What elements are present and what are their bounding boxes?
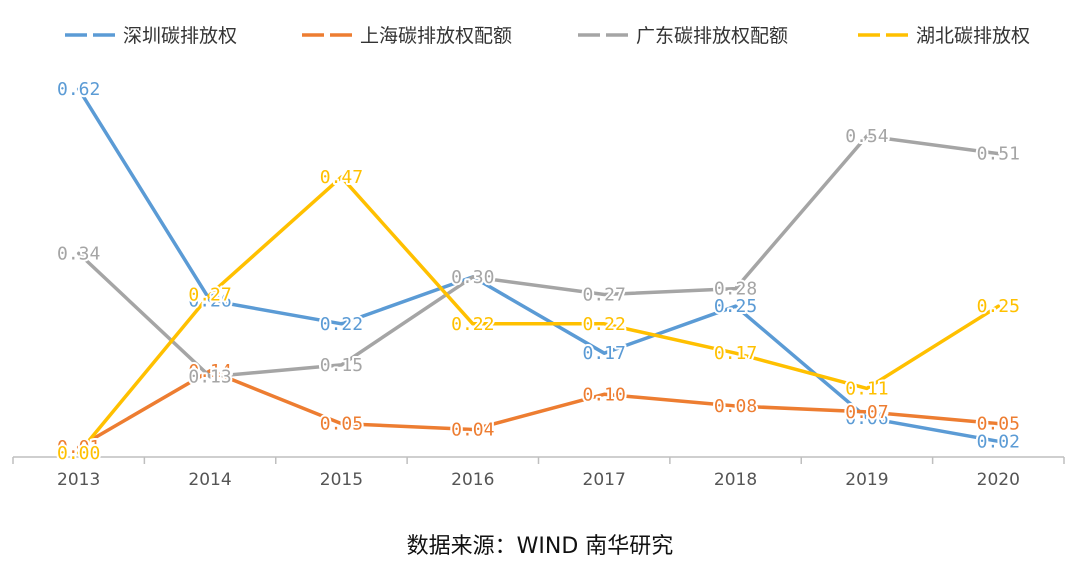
data-label-2-5: 0.28	[714, 279, 757, 300]
data-label-0-1: 0.26	[188, 290, 231, 311]
data-label-3-7: 0.25	[977, 296, 1020, 317]
data-label-0-0: 0.62	[57, 79, 100, 100]
data-label-0-4: 0.17	[583, 343, 626, 364]
data-label-2-6: 0.54	[845, 126, 888, 147]
data-label-1-7: 0.05	[977, 414, 1020, 435]
data-label-2-2: 0.15	[320, 355, 363, 376]
series-line-1	[76, 369, 1001, 449]
data-label-3-1: 0.27	[188, 284, 231, 305]
data-label-3-0: 0.00	[57, 443, 100, 464]
data-label-1-6: 0.07	[845, 402, 888, 423]
x-tick-label-2016: 2016	[451, 470, 494, 490]
data-label-0-3: 0.30	[451, 267, 494, 288]
data-labels: 0.62 0.26 0.22 0.30 0.17 0.25 0.06 0.02 0.01 0.14…	[55, 77, 1022, 466]
data-label-2-0: 0.34	[57, 243, 100, 264]
x-tick-label-2018: 2018	[714, 470, 757, 490]
legend-label-0: 深圳碳排放权	[123, 25, 237, 47]
data-label-3-6: 0.11	[845, 378, 888, 399]
chart-legend: 深圳碳排放权 上海碳排放权配额 广东碳排放权配额 湖北碳排放权	[65, 25, 1030, 47]
data-label-1-2: 0.05	[320, 414, 363, 435]
data-label-2-1: 0.13	[188, 367, 231, 388]
x-tick-label-2015: 2015	[320, 470, 363, 490]
x-tick-label-2014: 2014	[188, 470, 231, 490]
data-label-0-5: 0.25	[714, 296, 757, 317]
line-chart: 深圳碳排放权 上海碳排放权配额 广东碳排放权配额 湖北碳排放权 2013 2014 201…	[12, 25, 1065, 490]
series-line-2	[76, 134, 1001, 379]
series-line-3	[76, 175, 1001, 455]
data-label-1-0: 0.01	[57, 437, 100, 458]
x-axis: 2013 2014 2015 2016 2017 2018 2019 2020	[12, 456, 1065, 490]
legend-label-1: 上海碳排放权配额	[360, 25, 512, 47]
data-label-3-5: 0.17	[714, 343, 757, 364]
series-line-0	[76, 87, 1001, 444]
series-lines	[76, 87, 1001, 455]
source-note: 数据来源：WIND 南华研究	[406, 534, 674, 559]
data-label-2-7: 0.51	[977, 144, 1020, 165]
x-tick-label-2020: 2020	[977, 470, 1020, 490]
x-tick-label-2017: 2017	[583, 470, 626, 490]
data-label-0-6: 0.06	[845, 408, 888, 429]
data-label-1-5: 0.08	[714, 396, 757, 417]
data-label-0-2: 0.22	[320, 314, 363, 335]
x-tick-label-2019: 2019	[845, 470, 888, 490]
data-label-3-4: 0.22	[583, 314, 626, 335]
data-label-1-3: 0.04	[451, 420, 494, 441]
data-label-2-3: 0.30	[451, 267, 494, 288]
data-label-2-4: 0.27	[583, 284, 626, 305]
x-tick-label-2013: 2013	[57, 470, 100, 490]
data-label-3-2: 0.47	[320, 167, 363, 188]
data-label-3-3: 0.22	[451, 314, 494, 335]
data-label-1-1: 0.14	[188, 361, 231, 382]
legend-label-2: 广东碳排放权配额	[636, 25, 788, 47]
data-label-1-4: 0.10	[583, 384, 626, 405]
legend-label-3: 湖北碳排放权	[916, 25, 1030, 47]
data-label-0-7: 0.02	[977, 431, 1020, 452]
